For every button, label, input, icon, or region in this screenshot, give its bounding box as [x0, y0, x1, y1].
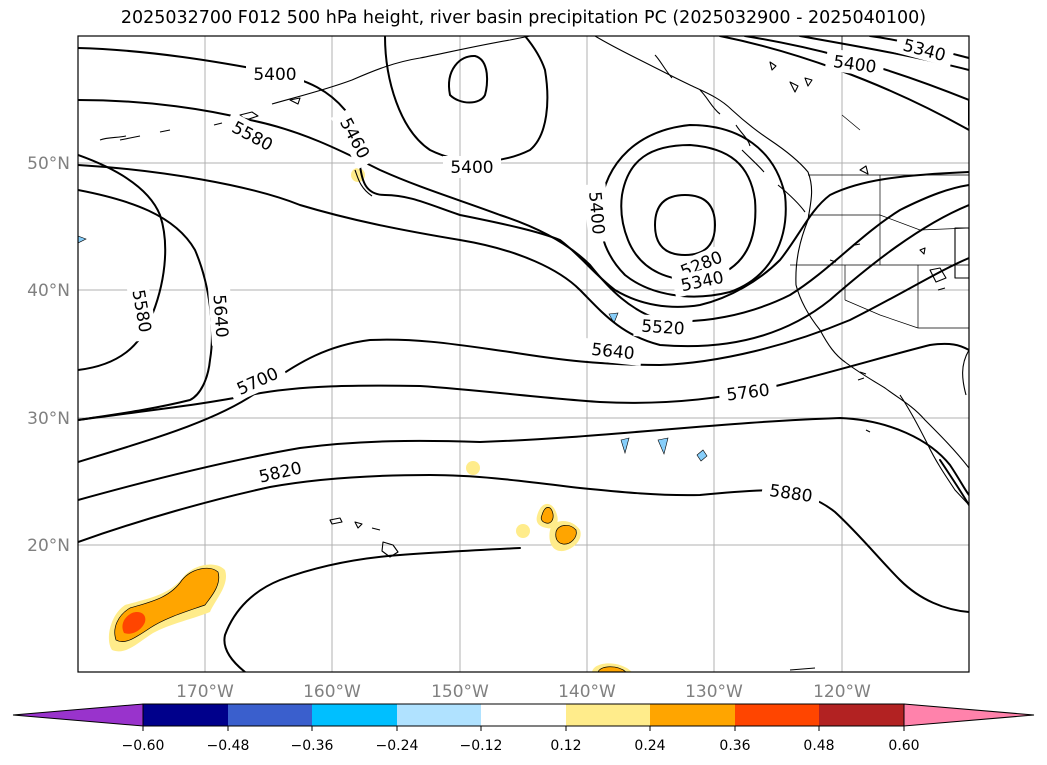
- colorbar-tick: 0.24: [634, 738, 665, 754]
- lon-label: 120°W: [813, 682, 871, 702]
- contour-label: 5400: [253, 65, 296, 85]
- colorbar-segment: [566, 704, 650, 726]
- lat-label: 20°N: [27, 536, 70, 556]
- colorbar: −0.60 −0.48 −0.36 −0.24 −0.12 0.12 0.24 …: [12, 703, 1035, 754]
- colorbar-tick: 0.12: [550, 738, 581, 754]
- colorbar-segment: [481, 704, 566, 726]
- colorbar-tick: −0.60: [122, 738, 165, 754]
- lat-label: 40°N: [27, 281, 70, 301]
- contour-label: 5400: [584, 191, 608, 236]
- colorbar-tick: −0.36: [291, 738, 334, 754]
- contour-label: 5520: [641, 317, 686, 340]
- colorbar-segment: [143, 704, 228, 726]
- colorbar-tick: −0.48: [207, 738, 250, 754]
- colorbar-tick: −0.24: [376, 738, 419, 754]
- lon-label: 130°W: [685, 682, 743, 702]
- colorbar-tick: 0.60: [888, 738, 919, 754]
- colorbar-segment: [312, 704, 397, 726]
- contour-labels: 5400 5580 5460 5400 5400 5340 5400 5280 …: [126, 36, 956, 508]
- contour-label: 5400: [450, 158, 493, 178]
- colorbar-tick: 0.48: [803, 738, 834, 754]
- lat-axis-labels: 50°N 40°N 30°N 20°N: [27, 154, 70, 556]
- precip-shading: [78, 168, 708, 672]
- colorbar-segment: [228, 704, 312, 726]
- chart-title: 2025032700 F012 500 hPa height, river ba…: [120, 8, 927, 28]
- map-panel: 5400 5580 5460 5400 5400 5340 5400 5280 …: [77, 35, 970, 673]
- colorbar-extend-max: [903, 703, 1035, 727]
- colorbar-tick: 0.36: [719, 738, 750, 754]
- lat-label: 30°N: [27, 409, 70, 429]
- lat-label: 50°N: [27, 154, 70, 174]
- colorbar-segment: [397, 704, 481, 726]
- lon-label: 140°W: [558, 682, 616, 702]
- contour-label: 5640: [209, 294, 232, 339]
- lon-label: 160°W: [303, 682, 361, 702]
- colorbar-extend-min: [12, 703, 144, 727]
- lon-label: 150°W: [431, 682, 489, 702]
- colorbar-segment: [650, 704, 735, 726]
- colorbar-segment: [735, 704, 819, 726]
- map-frame: [77, 35, 970, 673]
- lon-label: 170°W: [176, 682, 234, 702]
- contour-label: 5640: [590, 340, 635, 364]
- colorbar-tick: −0.12: [460, 738, 503, 754]
- colorbar-segment: [819, 704, 904, 726]
- lon-axis-labels: 170°W 160°W 150°W 140°W 130°W 120°W: [176, 682, 871, 702]
